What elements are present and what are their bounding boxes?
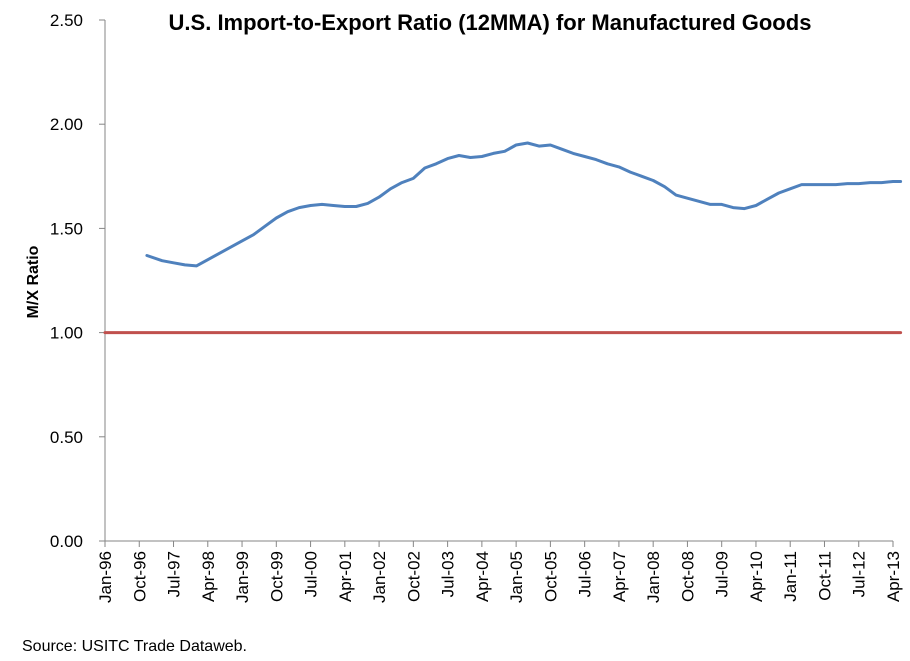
x-tick-label: Apr-98: [199, 551, 218, 602]
y-tick-label: 2.00: [50, 115, 83, 134]
x-tick-label: Oct-05: [541, 551, 560, 602]
plot-area: [103, 141, 903, 335]
x-tick-label: Jul-03: [439, 551, 458, 597]
x-tick-label: Oct-08: [678, 551, 697, 602]
source-note: Source: USITC Trade Dataweb.: [22, 638, 247, 655]
x-tick-label: Apr-13: [884, 551, 903, 602]
y-tick-label: 0.00: [50, 532, 83, 551]
ratio-line: [145, 141, 903, 268]
x-tick-label: Oct-02: [404, 551, 423, 602]
x-tick-label: Jan-08: [644, 551, 663, 603]
x-tick-label: Oct-11: [815, 551, 834, 601]
y-axis-label: M/X Ratio: [25, 245, 42, 318]
x-tick-label: Jan-05: [507, 551, 526, 603]
x-tick-label: Apr-07: [610, 551, 629, 602]
x-tick-label: Jan-02: [370, 551, 389, 603]
x-tick-label: Oct-99: [267, 551, 286, 602]
x-tick-label: Jan-11: [781, 551, 800, 602]
x-tick-label: Oct-96: [130, 551, 149, 602]
x-tick-label: Jul-12: [850, 551, 869, 597]
x-axis: Jan-96 Oct-96 Jul-97 Apr-98 Jan-99 Oct-99 Jul-…: [96, 540, 903, 603]
x-tick-label: Jan-96: [96, 551, 115, 603]
x-tick-label: Apr-04: [473, 551, 492, 602]
x-tick-label: Jul-97: [165, 551, 184, 597]
x-tick-label: Jul-06: [576, 551, 595, 597]
chart-title: U.S. Import-to-Export Ratio (12MMA) for …: [169, 10, 812, 35]
x-tick-label: Jul-00: [302, 551, 321, 597]
x-tick-label: Jul-09: [713, 551, 732, 597]
y-tick-label: 2.50: [50, 11, 83, 30]
x-tick-label: Apr-10: [747, 551, 766, 602]
x-tick-label: Apr-01: [336, 551, 355, 602]
y-axis: 0.00 0.50 1.00 1.50 2.00 2.50: [50, 11, 106, 551]
y-tick-label: 1.50: [50, 219, 83, 238]
x-tick-label: Jan-99: [233, 551, 252, 603]
y-tick-label: 1.00: [50, 324, 83, 343]
y-tick-label: 0.50: [50, 428, 83, 447]
